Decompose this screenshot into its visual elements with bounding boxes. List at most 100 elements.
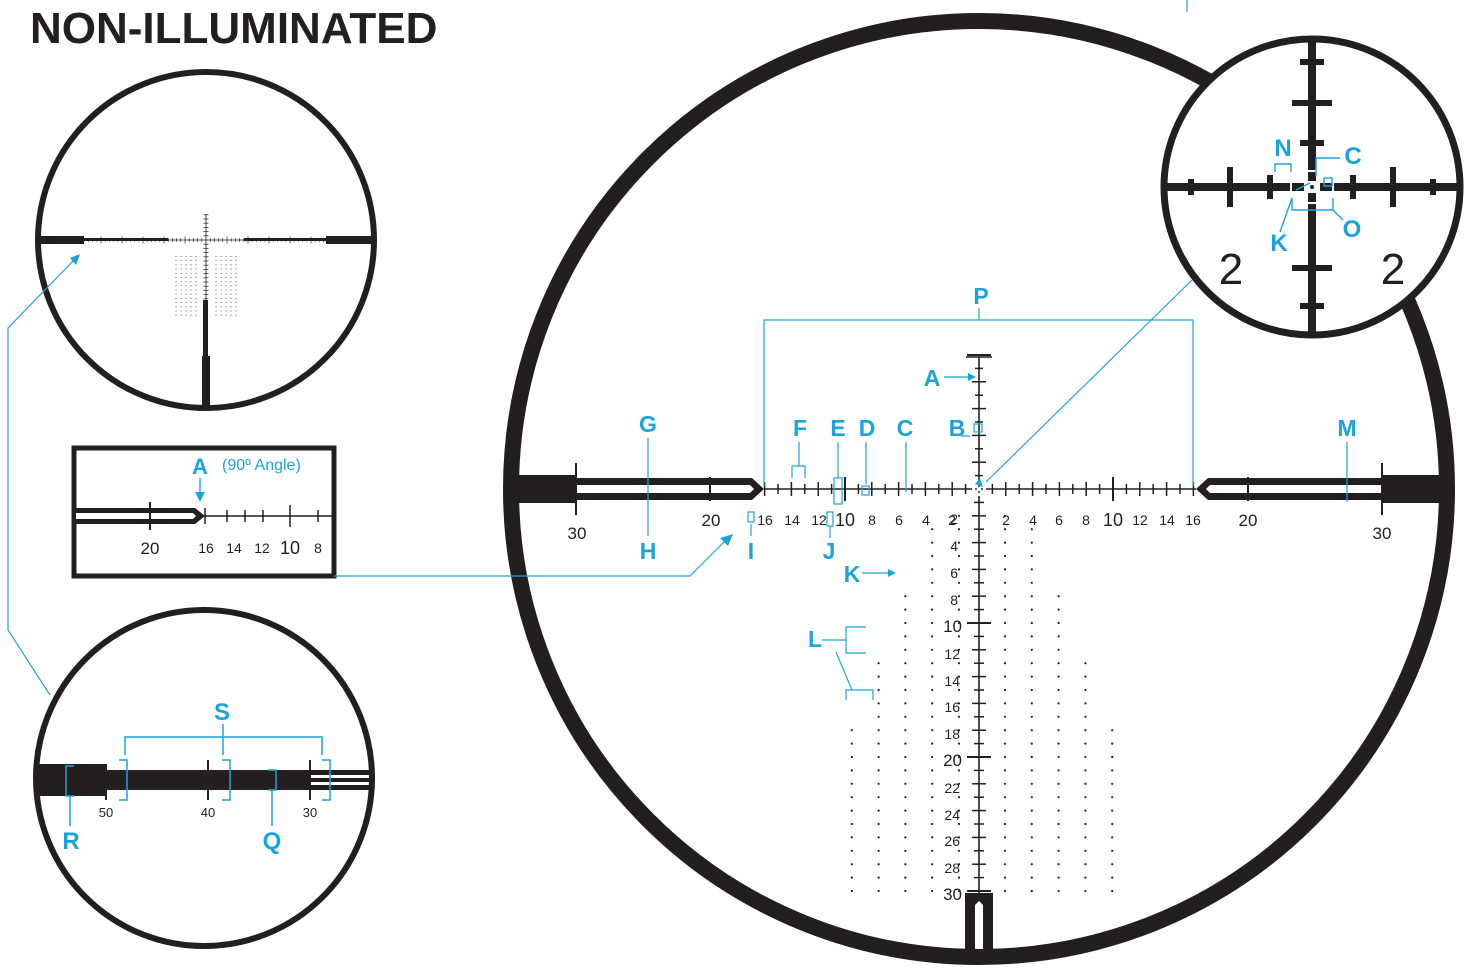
overview-dot: [195, 285, 197, 287]
right-thick-post: [1382, 475, 1447, 503]
overview-dot: [195, 314, 197, 316]
overview-dot: [215, 293, 217, 295]
hold-dot: [904, 769, 907, 772]
hold-dot: [931, 836, 934, 839]
v-label-24: 24: [944, 807, 960, 823]
hold-dot: [1057, 702, 1060, 705]
overview-dot: [190, 285, 192, 287]
hold-dot: [877, 796, 880, 799]
hold-dot: [1111, 889, 1114, 893]
hold-dot: [957, 809, 961, 812]
hold-dot: [1084, 822, 1087, 826]
overview-dot: [235, 306, 237, 308]
hold-dot: [1003, 608, 1007, 611]
overview-dot: [235, 276, 237, 278]
hold-dot: [1111, 755, 1114, 759]
overview-dot: [190, 314, 192, 316]
hold-dot: [931, 595, 934, 598]
overview-dot: [225, 272, 227, 274]
overview-dot: [190, 310, 192, 312]
hold-dot: [1084, 782, 1087, 785]
hold-dot: [877, 822, 880, 826]
hold-dot: [1111, 822, 1114, 826]
hold-dot: [957, 836, 961, 839]
v-label-20: 20: [943, 751, 962, 770]
hold-dot: [1003, 648, 1007, 651]
hold-dot: [1003, 796, 1007, 799]
overview-dot: [220, 272, 222, 274]
overview-dot: [225, 314, 227, 316]
hold-dot: [931, 702, 934, 705]
overview-dot: [195, 264, 197, 266]
angle-text: (90º Angle): [222, 457, 301, 474]
post-label-left-30: 30: [568, 524, 587, 543]
overview-dot: [195, 255, 197, 257]
overview-dot: [235, 297, 237, 299]
overview-dot: [180, 268, 182, 270]
hold-dot: [904, 702, 907, 705]
overview-dot: [180, 255, 182, 257]
overview-dot: [180, 260, 182, 262]
hold-dot: [957, 568, 961, 571]
hold-dot: [1084, 876, 1087, 879]
hold-dot: [1057, 822, 1060, 826]
callout-K: K: [844, 561, 861, 587]
hold-dot: [1030, 635, 1033, 638]
hold-dot: [1003, 729, 1007, 732]
overview-dot: [225, 281, 227, 283]
overview-dot: [190, 289, 192, 291]
overview-dot: [225, 260, 227, 262]
hold-dot: [1111, 742, 1114, 745]
hold-dot: [877, 836, 880, 839]
hold-dot: [1003, 541, 1007, 544]
overview-dot: [235, 314, 237, 316]
overview-dot: [215, 302, 217, 304]
post-label-right-30: 30: [1373, 524, 1392, 543]
overview-dot: [185, 255, 187, 257]
hold-dot: [931, 635, 934, 638]
overview-leader-line: [7, 257, 77, 696]
h-label-right-16: 16: [1185, 512, 1201, 528]
hold-dot: [957, 621, 961, 625]
hold-dot: [850, 809, 853, 812]
hold-dot: [1111, 809, 1114, 812]
hold-dot: [1003, 595, 1007, 598]
overview-dot: [215, 272, 217, 274]
hold-dot: [1084, 715, 1087, 718]
hold-dot: [957, 648, 961, 651]
overview-dot: [195, 289, 197, 291]
hold-dot: [1057, 662, 1060, 665]
overview-dot: [230, 264, 232, 266]
overview-dot: [220, 281, 222, 283]
hold-dot: [1030, 595, 1033, 598]
overview-dot: [175, 293, 177, 295]
overview-dot: [225, 268, 227, 270]
hold-dot: [904, 595, 907, 598]
hold-dot: [931, 688, 934, 692]
overview-dot: [195, 293, 197, 295]
v-label-14: 14: [944, 673, 960, 689]
hold-dot: [1030, 742, 1033, 745]
hold-dot: [1057, 648, 1060, 651]
hold-dot: [850, 729, 853, 732]
callout-N: N: [1274, 135, 1291, 162]
hold-dot: [1003, 836, 1007, 839]
hold-dot: [1030, 568, 1033, 571]
overview-dot: [220, 289, 222, 291]
hold-dot: [957, 782, 961, 785]
hold-dot: [931, 742, 934, 745]
hold-dot: [877, 876, 880, 879]
hold-dot: [1003, 755, 1007, 759]
hold-dot: [957, 742, 961, 745]
h-label-left-6: 6: [895, 512, 903, 528]
hold-dot: [1057, 782, 1060, 785]
hold-dot: [957, 755, 961, 759]
post-label-left-20: 20: [702, 511, 721, 530]
overview-dot: [220, 314, 222, 316]
angle-num-16: 16: [198, 540, 214, 556]
overview-dot: [230, 306, 232, 308]
angle-num-14: 14: [226, 540, 242, 556]
overview-dot: [220, 285, 222, 287]
hold-dot: [957, 581, 961, 584]
